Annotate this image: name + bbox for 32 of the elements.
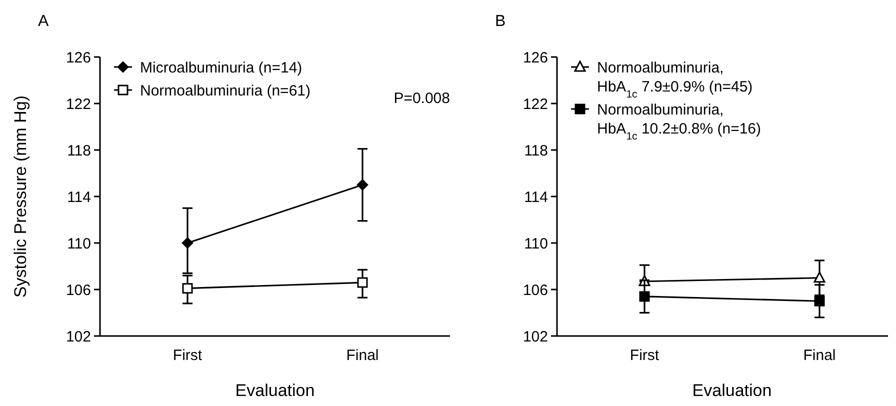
- x-axis-title: Evaluation: [692, 381, 772, 400]
- y-axis-title: Systolic Pressure (mm Hg): [11, 95, 30, 298]
- legend-label: Microalbuminuria (n=14): [140, 59, 302, 76]
- y-tick-label: 118: [67, 142, 91, 160]
- y-tick-label: 102: [66, 328, 91, 346]
- y-tick-label: 114: [67, 188, 91, 206]
- y-tick-label: 110: [67, 235, 91, 252]
- legend-label: Normoalbuminuria (n=61): [140, 82, 310, 100]
- x-tick-label: First: [172, 347, 203, 364]
- point: [182, 237, 194, 249]
- y-tick-label: 106: [522, 282, 548, 299]
- y-tick-label: 114: [524, 188, 548, 206]
- x-tick-label: Final: [803, 347, 836, 364]
- point: [357, 277, 368, 288]
- y-tick-label: 118: [524, 142, 548, 160]
- y-tick-label: 126: [522, 49, 548, 66]
- legend-label: Normoalbuminuria, HbA$_{1c}$ 7.9±0.9% (n=45): [597, 59, 753, 100]
- y-tick-label: 110: [524, 235, 548, 252]
- y-tick-label: 122: [522, 96, 548, 113]
- chart-title: B: [495, 13, 506, 30]
- annotation: P=0.008: [394, 90, 450, 107]
- x-tick-label: First: [630, 347, 660, 364]
- y-tick-label: 122: [66, 96, 91, 113]
- chart-title: A: [38, 13, 49, 30]
- y-tick-label: 126: [66, 49, 91, 66]
- x-axis-title: Evaluation: [235, 381, 315, 400]
- point: [356, 179, 368, 191]
- y-tick-label: 102: [522, 328, 548, 346]
- point: [182, 283, 193, 294]
- x-tick-label: Final: [346, 347, 379, 364]
- legend-label: Normoalbuminuria, HbA$_{1c}$ 10.2±0.8% (n=16): [597, 101, 762, 142]
- y-tick-label: 106: [66, 282, 91, 299]
